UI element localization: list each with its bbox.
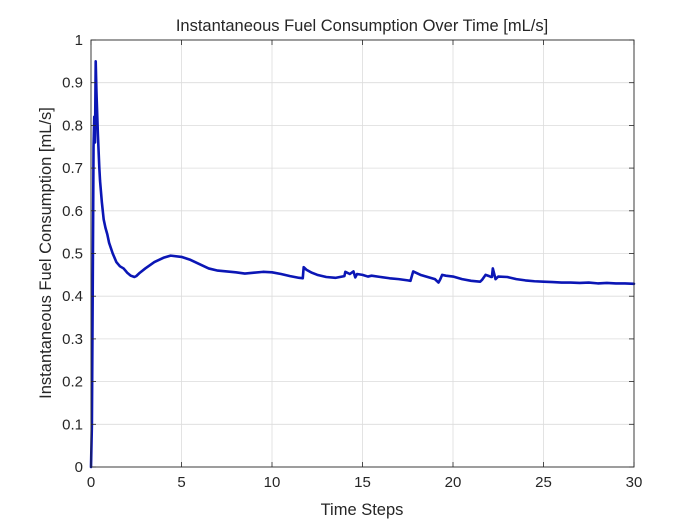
x-tick-label: 15: [354, 474, 371, 491]
y-tick-label: 1: [75, 32, 83, 49]
series-layer: [89, 60, 636, 469]
x-tick-label: 10: [264, 474, 281, 491]
x-tick-label: 25: [535, 474, 552, 491]
y-tick-label: 0.5: [62, 246, 83, 263]
x-tick-labels: 0 5 10 15 20 25 30: [87, 474, 643, 491]
tick-marks: [90, 39, 635, 468]
series-line: [89, 60, 636, 469]
chart-title: Instantaneous Fuel Consumption Over Time…: [176, 17, 548, 35]
y-tick-label: 0: [75, 459, 83, 476]
y-axis-label: Instantaneous Fuel Consumption [mL/s]: [37, 107, 55, 399]
y-tick-label: 0.7: [62, 160, 83, 177]
x-axis-label: Time Steps: [321, 501, 404, 519]
y-tick-label: 0.1: [62, 416, 83, 433]
y-tick-label: 0.2: [62, 374, 83, 391]
x-tick-label: 0: [87, 474, 95, 491]
y-tick-label: 0.4: [62, 288, 83, 305]
x-tick-label: 5: [177, 474, 185, 491]
x-tick-label: 30: [626, 474, 643, 491]
y-tick-label: 0.8: [62, 117, 83, 134]
y-tick-labels: 0 0.1 0.2 0.3 0.4 0.5 0.6 0.7 0.8 0.9 1: [62, 32, 83, 476]
y-tick-label: 0.9: [62, 75, 83, 92]
y-tick-label: 0.3: [62, 331, 83, 348]
y-tick-label: 0.6: [62, 203, 83, 220]
x-tick-label: 20: [445, 474, 462, 491]
grid-lines: [91, 40, 634, 467]
